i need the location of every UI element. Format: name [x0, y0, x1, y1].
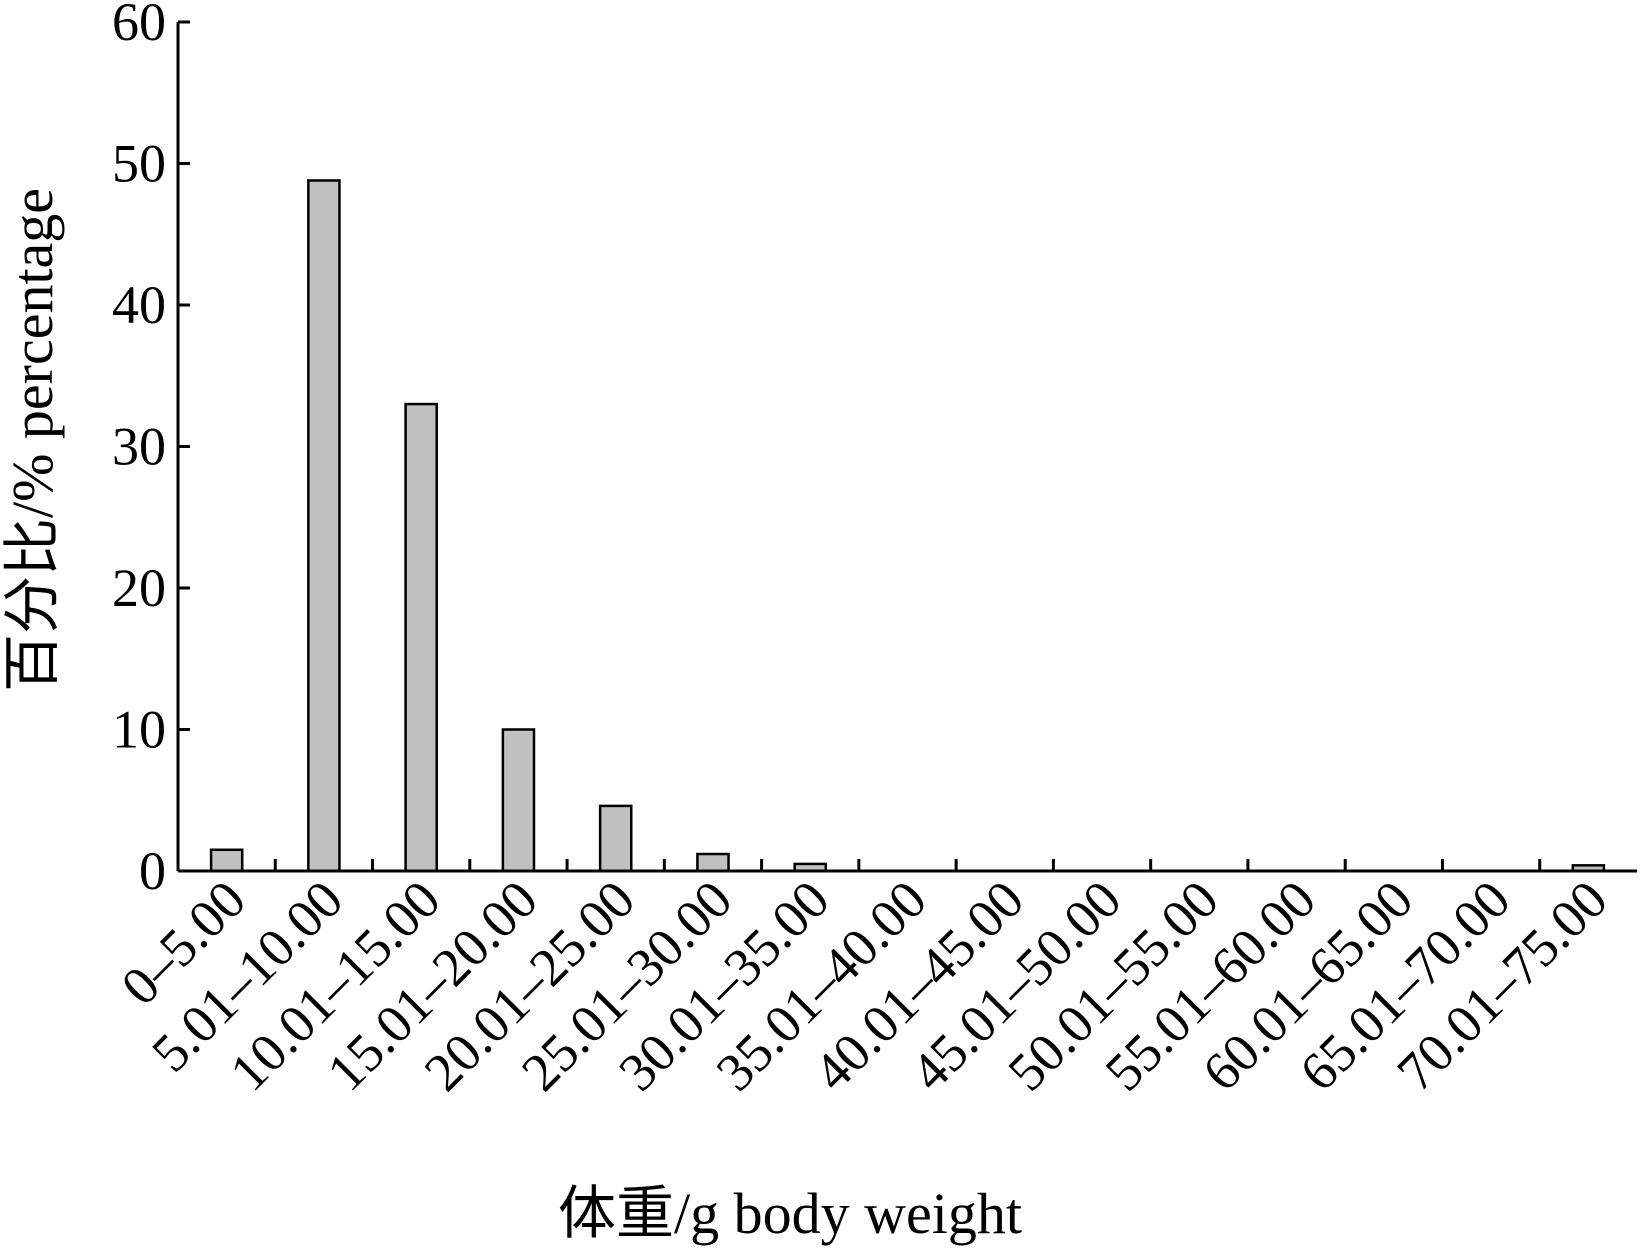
- bar-2: [404, 402, 438, 873]
- y-tick-label: 60: [112, 0, 166, 52]
- y-tick-label: 30: [112, 417, 166, 477]
- bar-0: [209, 848, 244, 873]
- y-axis-title: 百分比/% percentage: [0, 188, 65, 692]
- bar-5: [696, 852, 730, 873]
- y-tick-label: 40: [112, 275, 166, 335]
- y-tick-label: 20: [112, 558, 166, 618]
- y-tick-label: 50: [112, 134, 166, 194]
- bars-group: [209, 179, 1606, 873]
- bar-1: [307, 179, 341, 873]
- bar-3: [501, 728, 536, 873]
- y-axis-ticks: 0 10 20 30 40 50 60: [112, 0, 190, 901]
- x-axis-ticks: 0–5.005.01–10.0010.01–15.0015.01–20.0020…: [110, 859, 1619, 1102]
- y-tick-label: 10: [112, 700, 166, 760]
- x-axis-title: 体重/g body weight: [558, 1181, 1022, 1246]
- bar-4: [598, 804, 633, 873]
- y-tick-label: 0: [139, 841, 166, 901]
